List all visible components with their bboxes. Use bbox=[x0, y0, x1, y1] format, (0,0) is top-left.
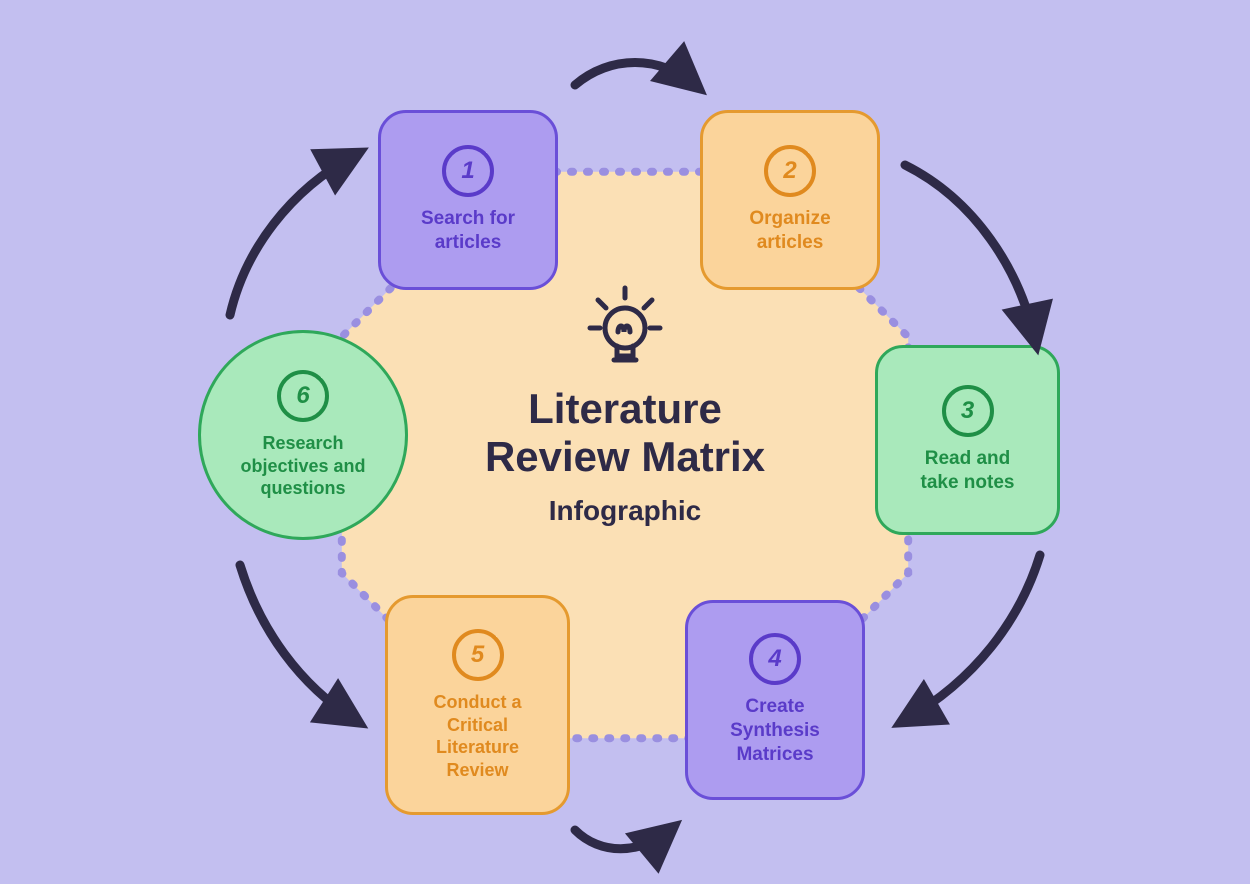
arrow-1 bbox=[575, 63, 695, 86]
arrow-3 bbox=[905, 555, 1040, 720]
step-1-number: 1 bbox=[442, 145, 494, 197]
step-4-label: CreateSynthesisMatrices bbox=[730, 695, 820, 766]
step-2: 2 Organizearticles bbox=[700, 110, 880, 290]
step-3: 3 Read andtake notes bbox=[875, 345, 1060, 535]
step-3-number: 3 bbox=[942, 385, 994, 437]
step-5-number: 5 bbox=[452, 629, 504, 681]
title-line1: Literature bbox=[405, 385, 845, 433]
step-2-number: 2 bbox=[764, 145, 816, 197]
step-3-label: Read andtake notes bbox=[921, 447, 1015, 495]
center-title: LiteratureReview Matrix bbox=[405, 385, 845, 482]
step-2-label: Organizearticles bbox=[749, 207, 830, 255]
step-1: 1 Search forarticles bbox=[378, 110, 558, 290]
step-6-number: 6 bbox=[277, 370, 329, 422]
infographic-stage: LiteratureReview Matrix Infographic 1 Searc… bbox=[0, 0, 1250, 884]
step-5-label: Conduct aCriticalLiteratureReview bbox=[434, 691, 522, 781]
arrow-4 bbox=[575, 830, 670, 849]
center-subtitle: Infographic bbox=[405, 495, 845, 527]
arrow-2 bbox=[905, 165, 1035, 340]
step-6: 6 Researchobjectives andquestions bbox=[198, 330, 408, 540]
step-1-label: Search forarticles bbox=[421, 207, 515, 255]
lightbulb-icon bbox=[580, 280, 670, 370]
step-4: 4 CreateSynthesisMatrices bbox=[685, 600, 865, 800]
step-5: 5 Conduct aCriticalLiteratureReview bbox=[385, 595, 570, 815]
step-4-number: 4 bbox=[749, 633, 801, 685]
step-6-label: Researchobjectives andquestions bbox=[240, 432, 365, 500]
title-line2: Review Matrix bbox=[405, 433, 845, 481]
